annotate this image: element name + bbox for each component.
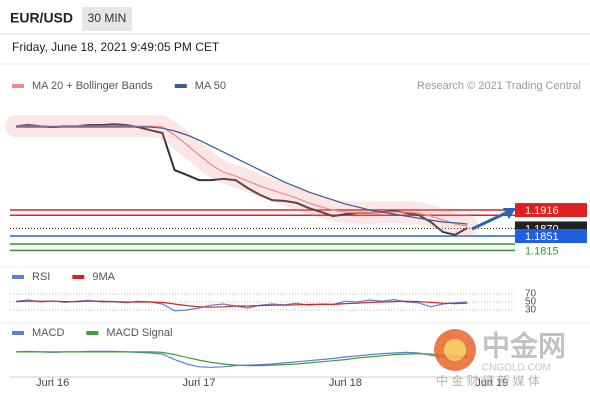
series-line [16, 351, 468, 367]
legend-label: MACD [32, 327, 64, 339]
legend-label: MACD Signal [106, 327, 172, 339]
level-label: 1.1851 [525, 231, 559, 243]
legend-label: 9MA [92, 271, 115, 283]
watermark-logo [444, 339, 466, 361]
legend-swatch [12, 84, 24, 88]
timeframe-button[interactable] [82, 7, 132, 31]
credit: Research © 2021 Trading Central [417, 80, 581, 92]
level-label-box [515, 229, 587, 244]
x-tick-label: Jun 18 [329, 377, 362, 389]
series-line [16, 300, 468, 308]
legend-swatch [174, 84, 187, 88]
price-line [16, 123, 468, 236]
watermark-tagline: 中 金 财 经 新 媒 体 [436, 373, 540, 388]
watermark: 中金网 CNGOLD.COM 中 金 财 经 新 媒 体 [434, 329, 566, 388]
legend-swatch [12, 331, 24, 335]
x-tick-label: Jun 17 [183, 377, 216, 389]
y-tick-label: 30 [525, 305, 537, 316]
level-label: 1.1916 [525, 205, 559, 217]
legend-label: MA 20 + Bollinger Bands [32, 80, 153, 92]
level-label-box [515, 203, 587, 218]
series-line [16, 126, 468, 225]
y-tick-label: 70 [525, 289, 537, 300]
legend-label: MA 50 [195, 80, 226, 92]
level-label: 1.1815 [525, 245, 559, 257]
legend-swatch [72, 275, 85, 279]
x-tick-label: Jun 19 [475, 377, 508, 389]
y-tick-label: 50 [525, 297, 537, 308]
legend-swatch [12, 275, 24, 279]
forecast-arrowhead [503, 208, 516, 219]
series-line [16, 125, 468, 227]
timestamp: Friday, June 18, 2021 9:49:05 PM CET [12, 40, 220, 54]
watermark-title: 中金网 [482, 329, 566, 361]
legend-label: RSI [32, 271, 50, 283]
symbol: EUR/USD [10, 10, 73, 26]
watermark-url: CNGOLD.COM [482, 363, 551, 374]
forecast-arrow [471, 210, 509, 231]
x-tick-label: Jun 16 [36, 377, 69, 389]
legend-swatch [86, 331, 99, 335]
timeframe[interactable]: 30 MIN [88, 11, 127, 25]
